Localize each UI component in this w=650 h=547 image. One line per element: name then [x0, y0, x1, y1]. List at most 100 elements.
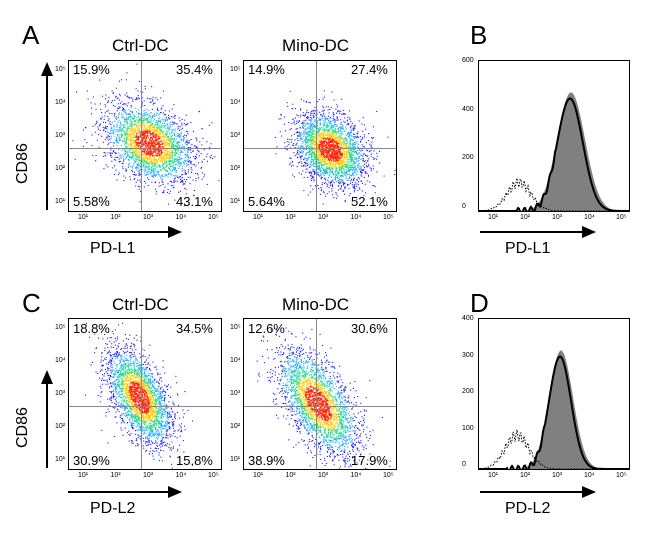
histogram-fill-mino	[479, 350, 629, 469]
dotplot-c-mino-ytick: 10⁴	[230, 357, 241, 364]
dotplot-a-ctrl-ytick: 10³	[55, 132, 66, 139]
quadrant-gate-horizontal	[69, 147, 221, 149]
dotplot-c-mino-xtick: 10⁵	[383, 472, 394, 479]
quadrant-gate-vertical	[141, 319, 143, 469]
dotplot-a-ctrl-xtick: 10²	[110, 214, 121, 221]
dotplot-a-mino-points	[274, 90, 396, 205]
histogram-b-xtick: 10⁵	[616, 214, 627, 221]
dotplot-c-ctrl-ytick: 10¹	[55, 456, 66, 463]
dotplot-a-mino-xtick: 10⁵	[383, 214, 394, 221]
quadrant-ur-a-ctrl: 35.4%	[176, 62, 213, 77]
dotplot-a-ctrl	[68, 60, 222, 212]
histogram-b-ytick: 200	[462, 154, 474, 162]
histogram-line-ctrl	[479, 97, 629, 211]
dotplot-a-ctrl-ytick: 10²	[55, 165, 66, 172]
histogram-d-curves	[479, 350, 629, 469]
dotplot-c-mino-ytick: 10²	[230, 423, 241, 430]
histogram-d-xtick: 10⁵	[616, 472, 627, 479]
quadrant-gate-horizontal	[69, 405, 221, 407]
histogram-isotype-control	[479, 178, 629, 211]
quadrant-ll-c-ctrl: 30.9%	[73, 453, 110, 468]
dotplot-c-mino-ytick: 10³	[230, 390, 241, 397]
histogram-b-ytick: 400	[462, 105, 474, 113]
dotplot-c-mino-xtick: 10²	[285, 472, 296, 479]
dotplot-a-mino-xtick: 10¹	[253, 214, 264, 221]
dotplot-a-ctrl-points	[72, 63, 220, 207]
dotplot-a-ctrl-xtick: 10³	[143, 214, 154, 221]
histogram-d-xtick: 10¹	[488, 472, 499, 479]
dotplot-c-ctrl-xtick: 10³	[143, 472, 154, 479]
dotplot-c-ctrl-xtick: 10²	[110, 472, 121, 479]
dotplot-c-ctrl-xtick: 10⁵	[208, 472, 219, 479]
histogram-d-ytick: 300	[462, 351, 474, 359]
dotplot-c-mino-ytick: 10¹	[230, 456, 241, 463]
dotplot-a-mino-ytick: 10²	[230, 165, 241, 172]
histogram-b-curves	[479, 92, 629, 211]
xlabel-b: PD-L1	[505, 240, 551, 257]
dotplot-a-mino-ytick: 10³	[230, 132, 241, 139]
plot-title-c-mino: Mino-DC	[282, 295, 350, 314]
dotplot-c-ctrl-ytick: 10⁴	[55, 357, 66, 364]
quadrant-ll-c-mino: 38.9%	[248, 453, 285, 468]
histogram-d-ytick: 100	[462, 424, 474, 432]
xlabel-c: PD-L2	[90, 500, 136, 517]
dotplot-a-ctrl-xtick: 10⁴	[175, 214, 187, 221]
quadrant-lr-c-ctrl: 15.8%	[176, 453, 213, 468]
plot-title-a-ctrl: Ctrl-DC	[112, 36, 169, 55]
dotplot-a-mino-xtick: 10³	[318, 214, 329, 221]
xlabel-d: PD-L2	[505, 500, 551, 517]
histogram-b-xtick: 10¹	[488, 214, 499, 221]
quadrant-ur-c-ctrl: 34.5%	[176, 321, 213, 336]
quadrant-ul-c-ctrl: 18.8%	[73, 321, 110, 336]
dotplot-a-ctrl-ytick: 10¹	[55, 198, 66, 205]
dotplot-a-mino-ytick: 10¹	[230, 198, 241, 205]
dotplot-a-mino-ytick: 10⁴	[230, 99, 241, 106]
quadrant-gate-vertical	[141, 61, 143, 211]
dotplot-a-ctrl-ytick: 10⁴	[55, 99, 66, 106]
histogram-d	[478, 318, 630, 470]
histogram-b-xtick: 10³	[552, 214, 563, 221]
quadrant-gate-vertical	[316, 61, 318, 211]
dotplot-c-mino-points	[256, 324, 391, 469]
dotplot-c-ctrl-xtick: 10¹	[78, 472, 89, 479]
histogram-d-xtick: 10³	[552, 472, 563, 479]
quadrant-ll-a-mino: 5.64%	[248, 194, 285, 209]
histogram-b-xtick: 10²	[520, 214, 531, 221]
dotplot-c-ctrl-ytick: 10²	[55, 423, 66, 430]
histogram-d-ytick: 0	[462, 461, 466, 468]
dotplot-a-ctrl-xtick: 10¹	[78, 214, 89, 221]
quadrant-ul-c-mino: 12.6%	[248, 321, 285, 336]
dotplot-c-mino-xtick: 10³	[318, 472, 329, 479]
dotplot-c-ctrl-ytick: 10³	[55, 390, 66, 397]
dotplot-c-mino	[243, 318, 397, 470]
histogram-line-ctrl	[479, 355, 629, 469]
histogram-d-ytick: 200	[462, 388, 474, 395]
quadrant-ur-c-mino: 30.6%	[351, 321, 388, 336]
quadrant-gate-horizontal	[244, 147, 396, 149]
histogram-isotype-control	[479, 429, 629, 469]
histogram-d-ytick: 400	[462, 315, 474, 322]
panel-letter-a: A	[22, 20, 40, 50]
panel-letter-d: D	[470, 288, 489, 318]
quadrant-lr-c-mino: 17.9%	[351, 453, 388, 468]
dotplot-c-mino-ytick: 10⁵	[230, 324, 241, 331]
dotplot-c-ctrl	[68, 318, 222, 470]
quadrant-gate-horizontal	[244, 405, 396, 407]
quadrant-lr-a-ctrl: 43.1%	[176, 194, 213, 209]
dotplot-c-ctrl-xtick: 10⁴	[175, 472, 187, 479]
xlabel-a: PD-L1	[90, 240, 136, 257]
dotplot-c-ctrl-ytick: 10⁵	[55, 324, 66, 331]
quadrant-ur-a-mino: 27.4%	[351, 62, 388, 77]
dotplot-a-mino-ytick: 10⁵	[230, 66, 241, 73]
dotplot-c-mino-xtick: 10¹	[253, 472, 264, 479]
dotplot-c-mino-xtick: 10⁴	[350, 472, 362, 479]
panel-letter-c: C	[22, 288, 41, 318]
quadrant-ul-a-mino: 14.9%	[248, 62, 285, 77]
panel-letter-b: B	[470, 20, 488, 50]
quadrant-lr-a-mino: 52.1%	[351, 194, 388, 209]
histogram-b	[478, 60, 630, 212]
dotplot-a-mino-xtick: 10⁴	[350, 214, 362, 221]
